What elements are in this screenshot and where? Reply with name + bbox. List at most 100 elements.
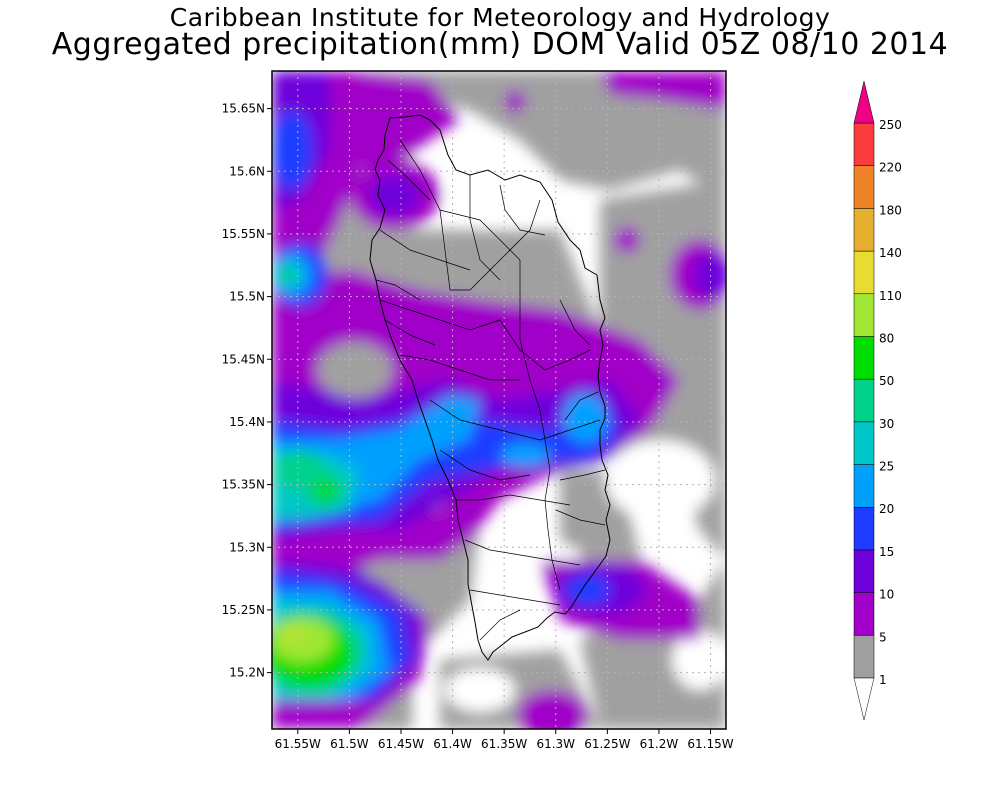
river [469, 175, 501, 281]
rain-10-15-area [694, 253, 726, 297]
river [399, 354, 520, 381]
rain-5-10-area [614, 227, 640, 253]
colorbar-label: 50 [879, 374, 894, 388]
precipitation-field [272, 71, 726, 729]
rain-15-20-area [566, 575, 610, 605]
dry-pocket [445, 668, 515, 712]
river [387, 159, 431, 201]
lat-label: 15.25N [222, 603, 265, 617]
title-line-1: Caribbean Institute for Meteorology and … [169, 3, 831, 32]
river [559, 469, 606, 481]
lat-label: 15.3N [229, 540, 265, 554]
colorbar-label: 180 [879, 203, 902, 217]
lat-label: 15.4N [229, 415, 265, 429]
river [450, 199, 541, 291]
lat-label: 15.5N [229, 290, 265, 304]
river [375, 279, 421, 301]
rain-30-50-area [278, 266, 294, 284]
map-frame [271, 70, 727, 730]
river [479, 609, 521, 641]
dominica-coastline [369, 114, 611, 661]
rain-15-20-area [272, 110, 312, 190]
river [555, 509, 606, 526]
main-road [519, 260, 561, 591]
colorbar-label: 30 [879, 417, 894, 431]
river [499, 319, 591, 371]
lat-label: 15.55N [222, 227, 265, 241]
colorbar-label: 220 [879, 161, 902, 175]
colorbar-box [853, 293, 875, 337]
colorbar-label: 140 [879, 246, 902, 260]
rain-50-80-area [315, 479, 335, 501]
lon-label: 61.35W [481, 737, 527, 751]
colorbar-box [853, 506, 875, 551]
colorbar-label: 80 [879, 331, 894, 345]
colorbar-box [853, 592, 875, 636]
river [559, 299, 591, 346]
colorbar-box [853, 165, 875, 209]
river [379, 299, 501, 331]
dry-pocket [450, 165, 560, 225]
colorbar-label: 10 [879, 588, 894, 602]
river [439, 449, 531, 481]
rain-20-25-area [500, 443, 550, 467]
colorbar-box [853, 635, 875, 679]
colorbar-box [853, 208, 875, 252]
rivers [375, 139, 606, 641]
dry-pocket [605, 440, 715, 520]
rain-5-10-area [504, 91, 526, 113]
colorbar-box [853, 250, 875, 295]
title-line-2: Aggregated precipitation(mm) DOM Valid 0… [51, 27, 949, 62]
rain-110-140-area [288, 628, 298, 638]
colorbar-box [853, 378, 875, 423]
lon-label: 61.15W [687, 737, 733, 751]
colorbar-label: 20 [879, 502, 894, 516]
river [469, 589, 561, 606]
colorbar-label: 250 [879, 118, 902, 132]
rain-80-110-area [272, 618, 334, 662]
rain-1-5-area [317, 342, 393, 398]
colorbar-label: 110 [879, 289, 902, 303]
lat-label: 15.6N [229, 164, 265, 178]
map-grid [272, 71, 726, 729]
river [464, 539, 581, 566]
longitude-labels: 61.55W 61.5W 61.45W 61.4W 61.35W 61.3W 61.25W 6… [275, 729, 734, 751]
lat-label: 15.45N [222, 352, 265, 366]
colorbar-over-arrow [853, 80, 875, 124]
colorbar-box [853, 421, 875, 465]
colorbar-label: 5 [879, 630, 887, 644]
dry-pocket [672, 630, 726, 690]
latitude-labels: 15.65N 15.6N 15.55N 15.5N 15.45N 15.4N 15.35N 1… [222, 102, 272, 680]
lon-label: 61.45W [378, 737, 424, 751]
colorbar-under-arrow [853, 677, 875, 721]
river [384, 319, 436, 346]
lon-label: 61.25W [584, 737, 630, 751]
lon-label: 61.3W [536, 737, 575, 751]
lat-label: 15.65N [222, 102, 265, 116]
island-outline [369, 114, 611, 661]
river [379, 229, 471, 271]
colorbar-label: 1 [879, 673, 887, 687]
lon-label: 61.4W [433, 737, 472, 751]
colorbar-box [853, 122, 875, 166]
lon-label: 61.2W [640, 737, 679, 751]
colorbar-box [853, 336, 875, 380]
rain-30-50-area [275, 450, 325, 490]
river [564, 391, 599, 421]
colorbar-label: 25 [879, 460, 894, 474]
lat-label: 15.35N [222, 478, 265, 492]
rain-5-10-area [517, 690, 587, 729]
rain-20-25-area [563, 393, 607, 443]
rain-1-5-area [380, 71, 726, 200]
colorbar-box [853, 464, 875, 508]
colorbar-box [853, 549, 875, 593]
river [499, 184, 546, 236]
river [429, 399, 601, 441]
lon-label: 61.5W [330, 737, 369, 751]
lon-label: 61.55W [275, 737, 321, 751]
rain-5-10-area [600, 71, 726, 110]
colorbar-label: 15 [879, 545, 894, 559]
river [455, 494, 571, 506]
